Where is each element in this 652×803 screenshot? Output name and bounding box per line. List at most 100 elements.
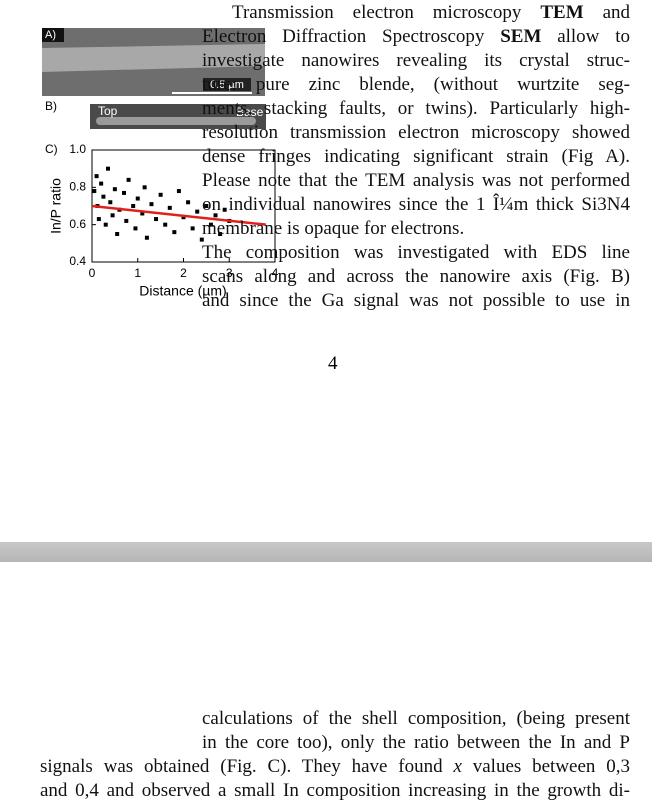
data-point bbox=[131, 204, 136, 208]
page-number: 4 bbox=[328, 353, 338, 374]
text-line: on individual nanowires since the 1 Î¼m … bbox=[202, 193, 630, 217]
text-line: ments, stacking faults, or twins). Parti… bbox=[202, 97, 630, 121]
data-point bbox=[135, 196, 140, 201]
text-run: values between 0,3 bbox=[461, 756, 630, 777]
panel-label: B) bbox=[45, 99, 57, 113]
text-line: membrane is opaque for electrons. bbox=[202, 217, 630, 241]
y-tick-label: 1.0 bbox=[69, 142, 86, 156]
data-point bbox=[94, 174, 99, 179]
x-tick-label: 2 bbox=[180, 266, 187, 280]
nanowire bbox=[96, 117, 256, 125]
data-point bbox=[158, 192, 163, 197]
data-point bbox=[92, 189, 97, 194]
text-run: Please note that the TEM analysis was no… bbox=[202, 170, 630, 191]
text-line: ture: pure zinc blende, (without wurtzit… bbox=[202, 73, 630, 97]
data-point bbox=[154, 217, 159, 222]
data-point bbox=[167, 205, 172, 210]
text-run: scans along and across the nanowire axis… bbox=[202, 266, 630, 287]
fit-line bbox=[91, 204, 266, 226]
data-point bbox=[163, 222, 168, 227]
text-run: resolution transmission electron microsc… bbox=[202, 122, 630, 143]
data-point bbox=[101, 194, 106, 199]
italic-text: x bbox=[453, 756, 462, 777]
data-point bbox=[124, 218, 129, 223]
y-tick-label: 0.4 bbox=[69, 254, 86, 268]
x-tick-label: 1 bbox=[134, 266, 141, 280]
text-run: membrane is opaque for electrons. bbox=[202, 218, 465, 239]
text-run: dense fringes indicating significant str… bbox=[202, 146, 630, 167]
text-line: signals was obtained (Fig. C). They have… bbox=[40, 755, 630, 779]
data-point bbox=[172, 230, 177, 235]
text-line: Transmission electron microscopy TEM and bbox=[232, 1, 630, 25]
text-line: and since the Ga signal was not possible… bbox=[202, 289, 630, 313]
data-point bbox=[103, 222, 108, 227]
text-run: Transmission electron microscopy bbox=[232, 2, 541, 23]
data-point bbox=[144, 235, 149, 240]
data-point bbox=[222, 207, 227, 212]
data-point bbox=[218, 232, 223, 236]
data-point bbox=[181, 215, 186, 220]
text-run: investigate nanowires revealing its crys… bbox=[202, 50, 630, 71]
data-point bbox=[96, 217, 101, 222]
data-point bbox=[204, 204, 209, 208]
x-axis-label: Distance (µm) bbox=[139, 283, 226, 299]
text-line: investigate nanowires revealing its crys… bbox=[202, 49, 630, 73]
scale-label: 0.5 µm bbox=[210, 79, 244, 91]
data-point bbox=[199, 237, 204, 242]
data-point bbox=[186, 200, 191, 205]
data-point bbox=[115, 232, 120, 236]
text-run: on individual nanowires since the 1 Î¼m … bbox=[202, 194, 630, 215]
text-line: scans along and across the nanowire axis… bbox=[202, 265, 630, 289]
label-box bbox=[42, 28, 64, 42]
text-line: Please note that the TEM analysis was no… bbox=[202, 169, 630, 193]
data-point bbox=[140, 211, 145, 216]
text-run: calculations of the shell composition, (… bbox=[202, 708, 630, 729]
text-run: The composition was investigated with ED… bbox=[202, 242, 630, 263]
figure: A) 0.5 µm B) Top Base C) In/P ratio Dist… bbox=[42, 28, 279, 299]
data-point bbox=[195, 209, 200, 214]
data-point bbox=[133, 226, 138, 231]
x-tick-label: 3 bbox=[226, 266, 233, 280]
text-line: resolution transmission electron microsc… bbox=[202, 121, 630, 145]
data-point bbox=[149, 202, 154, 207]
scale-box bbox=[203, 78, 251, 91]
data-point bbox=[142, 185, 147, 190]
base-label: Base bbox=[236, 105, 264, 119]
text-run: allow to bbox=[541, 26, 630, 47]
data-point bbox=[99, 181, 104, 186]
bold-text: SEM bbox=[500, 26, 542, 47]
text-run: and 0,4 and observed a small In composit… bbox=[40, 780, 630, 801]
top-label: Top bbox=[98, 104, 118, 118]
panel-label: C) bbox=[45, 142, 58, 156]
text-line: dense fringes indicating significant str… bbox=[202, 145, 630, 169]
panel-label: A) bbox=[45, 29, 56, 41]
data-point bbox=[110, 213, 115, 218]
data-point bbox=[112, 187, 117, 192]
nanowire bbox=[42, 44, 265, 72]
text-run: Electron Diffraction Spectroscopy bbox=[202, 26, 501, 47]
text-line: in the core too), only the ratio between… bbox=[202, 731, 630, 755]
text-run: ture: pure zinc blende, (without wurtzit… bbox=[202, 74, 630, 95]
text-run: and bbox=[583, 2, 631, 23]
data-point bbox=[213, 213, 218, 218]
text-line: and 0,4 and observed a small In composit… bbox=[40, 779, 630, 803]
data-point bbox=[190, 226, 195, 231]
text-line: Electron Diffraction Spectroscopy SEM al… bbox=[202, 25, 630, 49]
data-point bbox=[208, 222, 213, 227]
bold-text: TEM bbox=[540, 2, 584, 23]
x-tick-label: 0 bbox=[89, 266, 96, 280]
text-run: in the core too), only the ratio between… bbox=[202, 732, 630, 753]
data-point bbox=[126, 177, 131, 182]
text-run: signals was obtained (Fig. C). They have… bbox=[40, 756, 454, 777]
data-point bbox=[106, 166, 111, 171]
data-point bbox=[108, 200, 113, 205]
y-axis-label: In/P ratio bbox=[48, 178, 64, 234]
text-run: ments, stacking faults, or twins). Parti… bbox=[202, 98, 630, 119]
text-line: The composition was investigated with ED… bbox=[202, 241, 630, 265]
y-tick-label: 0.8 bbox=[69, 180, 86, 194]
y-tick-label: 0.6 bbox=[69, 217, 86, 231]
data-point bbox=[176, 189, 181, 194]
data-point bbox=[122, 190, 127, 195]
text-run: and since the Ga signal was not possible… bbox=[202, 290, 630, 311]
